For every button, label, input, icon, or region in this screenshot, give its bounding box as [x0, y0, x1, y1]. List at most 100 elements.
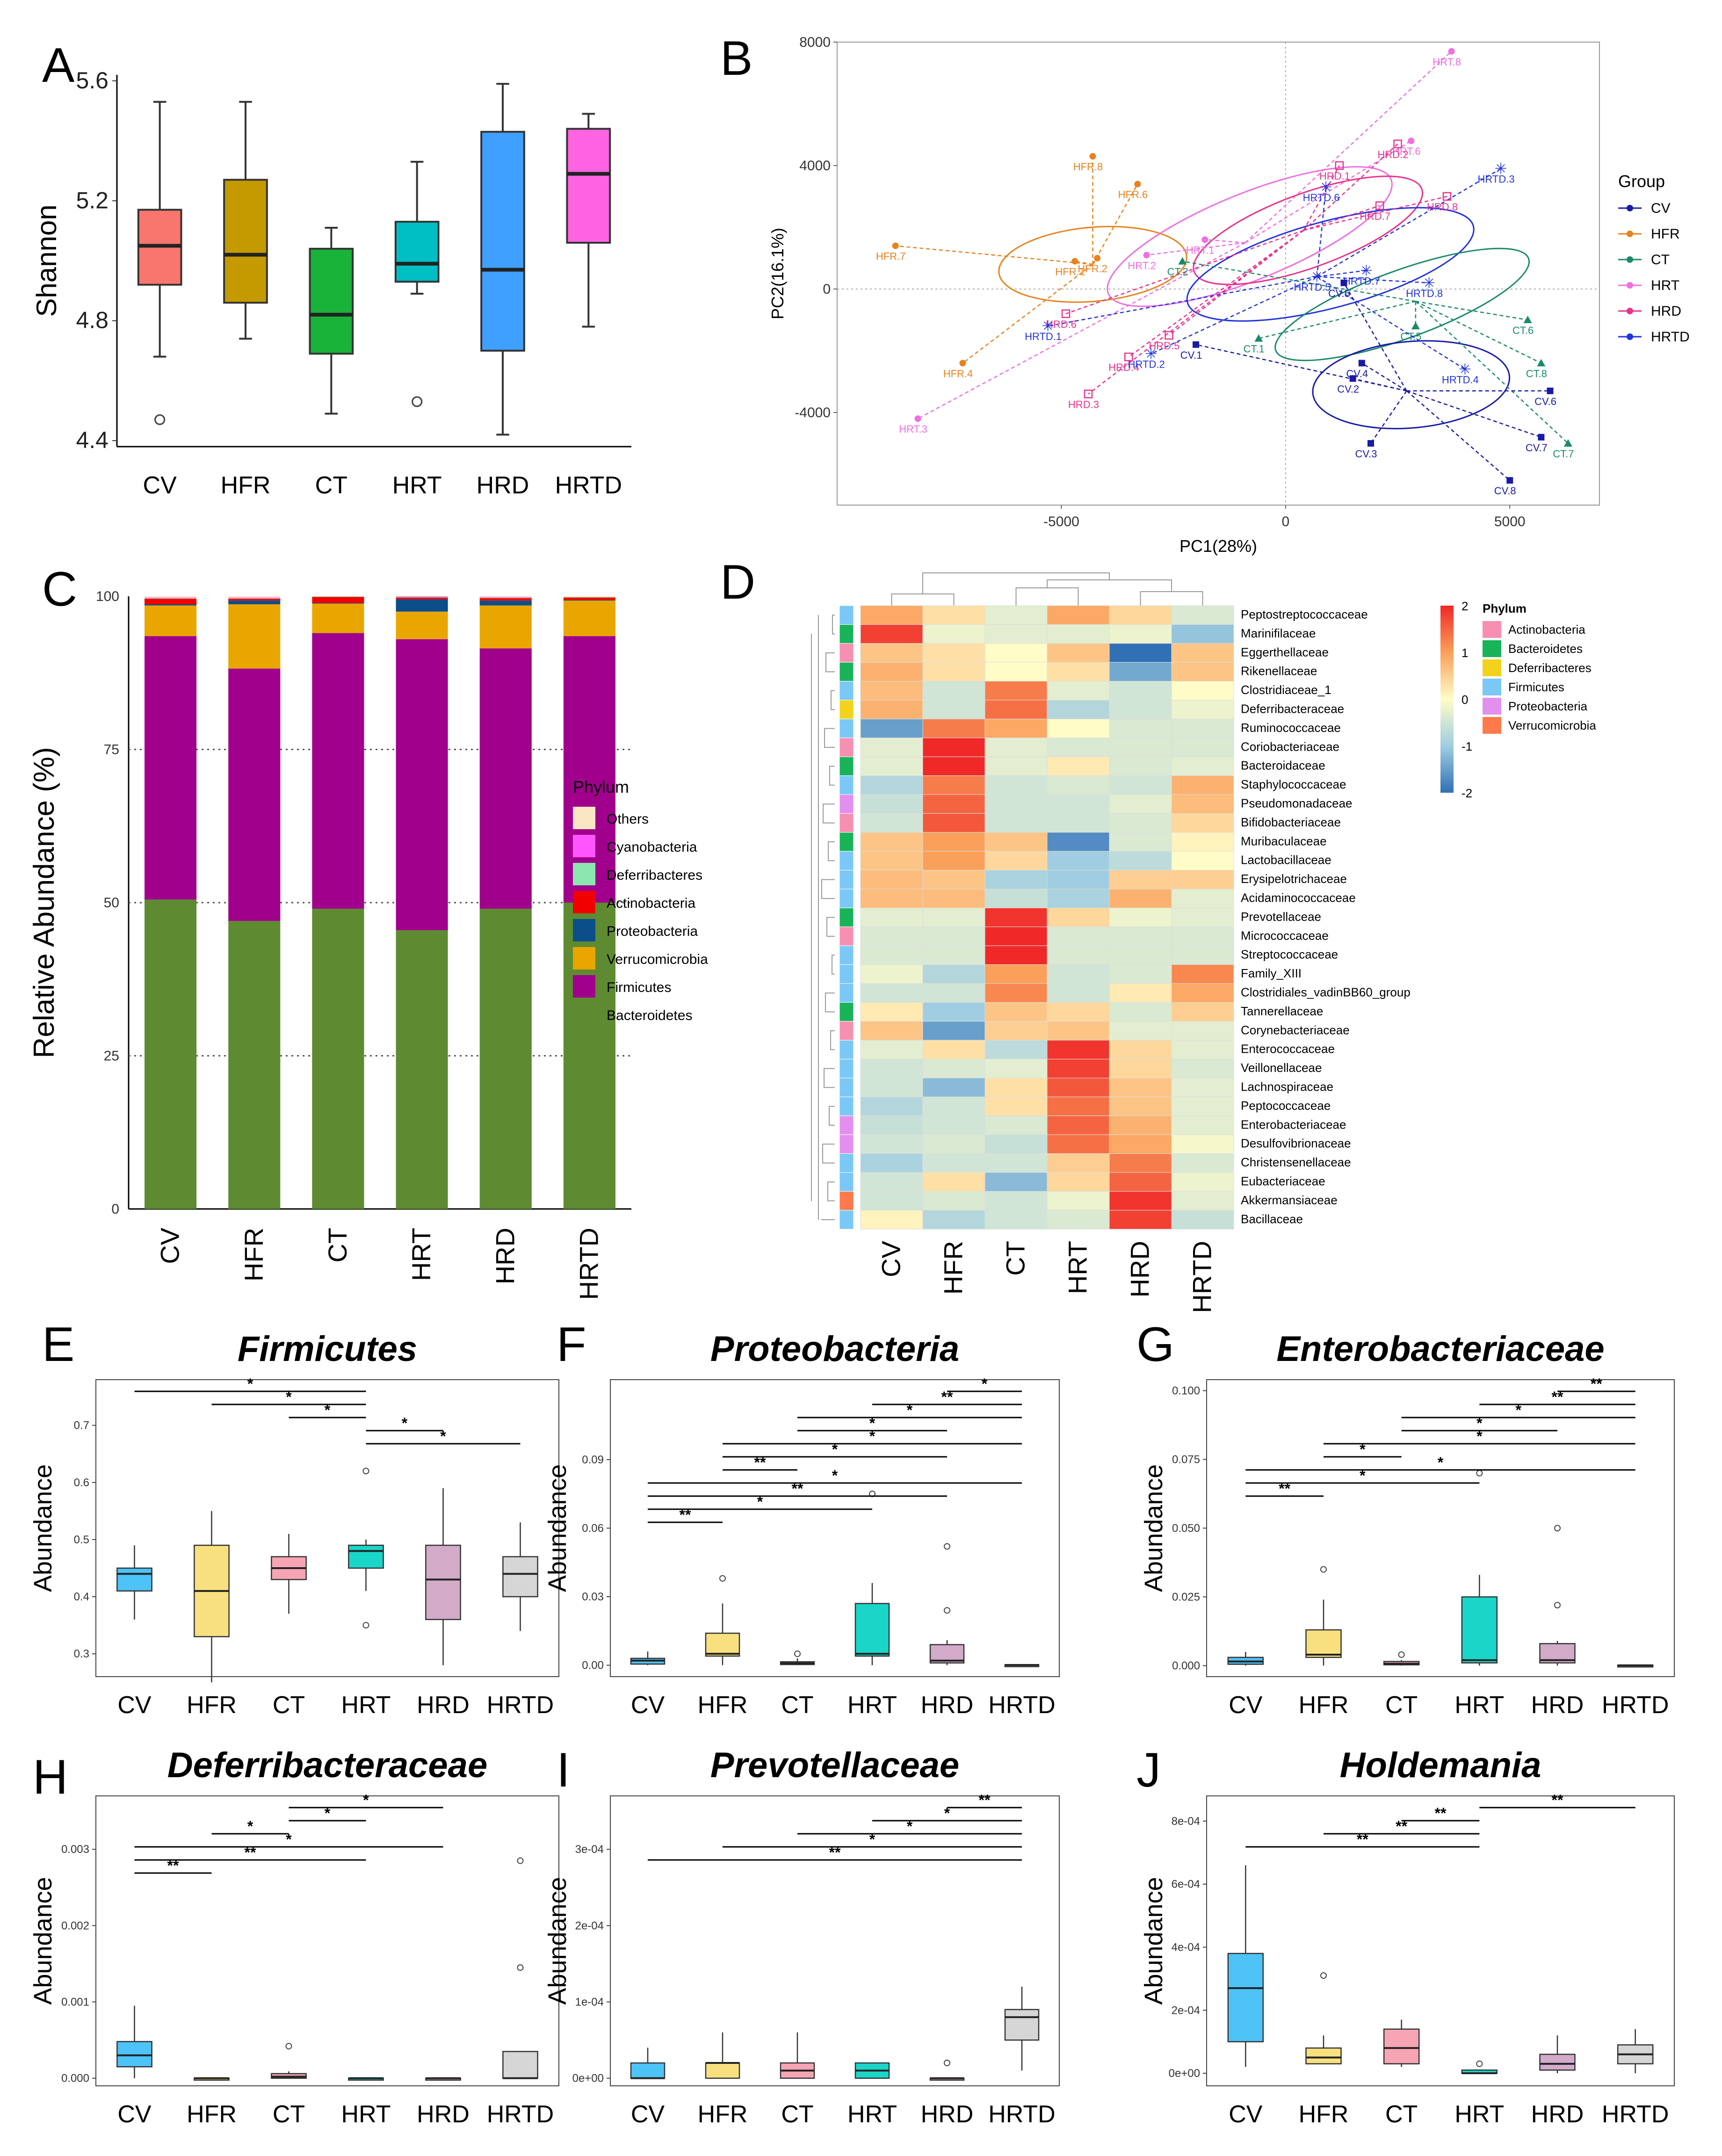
heatmap-cell [1171, 889, 1234, 908]
y-tick-label: 0.000 [1172, 1659, 1200, 1672]
legend-marker [1627, 333, 1633, 340]
significance-stars: * [1476, 1428, 1483, 1445]
box-iqr [1461, 1596, 1498, 1664]
phylum-annotation [839, 945, 854, 965]
row-label: Pseudomonadaceae [1241, 796, 1353, 810]
heatmap-cell [860, 643, 923, 663]
phylum-annotation [839, 907, 854, 927]
legend-swatch [573, 807, 595, 829]
box-iqr [309, 247, 354, 355]
heatmap-cell [984, 775, 1048, 795]
heatmap-cell [922, 700, 985, 719]
panel-letter-a: A [42, 38, 75, 93]
box-iqr [223, 179, 268, 304]
y-axis-label: Abundance [543, 1464, 572, 1592]
y-tick-label: 0.000 [61, 2072, 89, 2085]
significance-stars: * [869, 1831, 875, 1848]
spoke-line [1259, 301, 1416, 339]
chart-j-holdemania: 0e+00 2e-04 4e-04 6e-04 8e-04 CV HFR CT HRT HRD HR… [1140, 1745, 1675, 2128]
outlier-point [1554, 1602, 1561, 1609]
heatmap-cell [1109, 889, 1172, 908]
legend-item: CV [1618, 201, 1671, 216]
point-marker [1143, 252, 1150, 259]
box-iqr [705, 1632, 740, 1657]
point-marker [1367, 440, 1374, 447]
legend-item: Bacteroidetes [573, 1003, 692, 1026]
x-tick-label: -5000 [1043, 514, 1079, 529]
heatmap-cell [1171, 624, 1234, 644]
spoke-line [1065, 230, 1304, 314]
significance-bracket: * [1245, 1467, 1480, 1484]
heatmap-cell [1109, 643, 1172, 663]
box-cv [116, 2005, 152, 2078]
heatmap-cell [922, 794, 985, 814]
dendrogram-branches [821, 615, 835, 1220]
legend-label: HRTD [1651, 329, 1690, 345]
significance-stars: ** [792, 1480, 803, 1497]
heatmap-cell [1109, 813, 1172, 833]
x-category-label: CT [273, 1692, 305, 1719]
row-label: Peptococcaceae [1241, 1099, 1331, 1113]
legend-label: Bacteroidetes [607, 1008, 692, 1023]
heatmap-cell [984, 700, 1048, 719]
legend-item: Deferribacteres [1483, 659, 1592, 676]
point-label: CV.1 [1180, 349, 1202, 361]
point-ct: CT.5 [1400, 322, 1422, 342]
point-marker [1165, 331, 1173, 340]
heatmap-cell [922, 1096, 985, 1116]
significance-stars: * [1438, 1454, 1444, 1471]
significance-bracket: ** [648, 1844, 1022, 1861]
point-hrtd: ✳HRTD.1 [1025, 317, 1062, 342]
legend-label: Bacteroidetes [1508, 642, 1583, 656]
box-cv [1227, 1652, 1264, 1666]
y-tick-label: -4000 [795, 405, 831, 420]
heatmap-cell [984, 1002, 1048, 1022]
legend-marker [1627, 231, 1633, 237]
bar-segment-bacteroidetes [479, 909, 532, 1209]
row-label: Streptococcaceae [1241, 948, 1338, 962]
heatmap-cell [984, 983, 1048, 1003]
box-hfr [194, 2077, 230, 2081]
legend-item: Actinobacteria [1483, 621, 1585, 638]
phylum-annotation [839, 1078, 854, 1097]
point-marker: ✳ [1042, 317, 1054, 335]
bar-segment-actinobacteria [145, 599, 197, 605]
color-scale-label: -2 [1462, 786, 1472, 800]
point-hrtd: ✳HRTD.7 [1343, 261, 1380, 287]
legend-label: HRD [1651, 304, 1681, 319]
heatmap-cell [860, 907, 923, 927]
panel-letter-e: E [42, 1317, 74, 1372]
legend-label: Firmicutes [607, 980, 671, 995]
x-category-label: CT [781, 2101, 813, 2128]
heatmap-cell [922, 1040, 985, 1060]
phylum-annotation [839, 700, 854, 719]
row-label: Muribaculaceae [1241, 834, 1327, 848]
legend-swatch [573, 891, 595, 913]
heatmap-cell [860, 945, 923, 965]
point-ct: CT.8 [1526, 359, 1547, 379]
outlier-point [517, 1857, 524, 1864]
legend-swatch [573, 947, 595, 969]
heatmap-cell [984, 1191, 1048, 1211]
color-scale-bar [1440, 606, 1454, 793]
row-label: Acidaminococcaceae [1241, 890, 1356, 904]
box-iqr [1004, 2009, 1040, 2041]
heatmap-cell [1047, 700, 1110, 719]
ellipse-hfr [998, 225, 1187, 303]
legend-marker [1627, 282, 1633, 289]
row-label: Eubacteriaceae [1241, 1174, 1325, 1188]
heatmap-cell [1047, 662, 1110, 682]
box-iqr [425, 1544, 461, 1621]
y-tick-label: 0.075 [1172, 1454, 1200, 1466]
heatmap-cell [1047, 1191, 1110, 1211]
heatmap-cell [1047, 964, 1110, 984]
point-label: HRTD.2 [1128, 359, 1165, 370]
box-iqr [1227, 1953, 1264, 2042]
box-hrtd [566, 113, 611, 328]
spoke-line [1146, 242, 1245, 256]
row-label: Christensenellaceae [1241, 1155, 1351, 1169]
column-label: CT [1001, 1241, 1030, 1276]
significance-stars: ** [1396, 1818, 1407, 1835]
column-label: HFR [939, 1241, 968, 1295]
x-category-label: HRD [921, 2101, 974, 2128]
